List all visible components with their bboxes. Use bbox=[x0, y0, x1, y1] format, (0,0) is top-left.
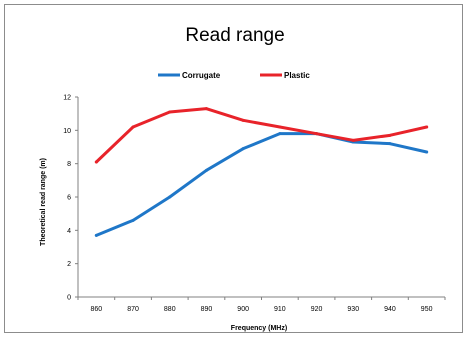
y-tick-label: 6 bbox=[67, 195, 71, 202]
y-tick-label: 8 bbox=[67, 161, 71, 168]
y-axis-label: Theoretical read range (m) bbox=[40, 158, 47, 246]
series-line-corrugate bbox=[94, 132, 429, 237]
data-point-plastic bbox=[131, 125, 135, 129]
y-tick-label: 10 bbox=[63, 128, 71, 135]
line-chart: Read range Corrugate Plastic Theoretical… bbox=[40, 25, 446, 332]
data-point-plastic bbox=[241, 118, 245, 122]
data-point-plastic bbox=[94, 160, 98, 164]
data-point-corrugate bbox=[168, 195, 172, 199]
legend-label-corrugate: Corrugate bbox=[182, 71, 221, 80]
y-tick-label: 4 bbox=[67, 228, 71, 235]
data-point-plastic bbox=[425, 125, 429, 129]
data-point-corrugate bbox=[241, 147, 245, 151]
data-point-corrugate bbox=[278, 132, 282, 136]
data-point-plastic bbox=[351, 138, 355, 142]
legend: Corrugate Plastic bbox=[158, 71, 310, 80]
x-tick-label: 890 bbox=[201, 306, 213, 313]
data-point-corrugate bbox=[204, 168, 208, 172]
data-point-plastic bbox=[204, 107, 208, 111]
data-point-corrugate bbox=[94, 233, 98, 237]
data-point-plastic bbox=[168, 110, 172, 114]
legend-label-plastic: Plastic bbox=[284, 71, 310, 80]
y-tick-label: 2 bbox=[67, 261, 71, 268]
y-tick-label: 0 bbox=[67, 295, 71, 302]
chart-frame: Read range Corrugate Plastic Theoretical… bbox=[4, 4, 463, 333]
x-tick-label: 900 bbox=[237, 306, 249, 313]
data-point-corrugate bbox=[388, 142, 392, 146]
series-corrugate bbox=[94, 132, 429, 237]
y-tick-label: 12 bbox=[63, 95, 71, 102]
data-point-plastic bbox=[388, 133, 392, 137]
x-tick-label: 920 bbox=[311, 306, 323, 313]
data-point-corrugate bbox=[131, 218, 135, 222]
x-tick-label: 860 bbox=[91, 306, 103, 313]
x-axis-label: Frequency (MHz) bbox=[231, 325, 287, 332]
data-point-corrugate bbox=[425, 150, 429, 154]
x-tick-label: 930 bbox=[347, 306, 359, 313]
x-tick-label: 870 bbox=[127, 306, 139, 313]
series-line-plastic bbox=[94, 107, 429, 164]
x-axis-ticks: 860 870 880 890 900 910 920 930 940 950 bbox=[77, 297, 446, 313]
y-axis-ticks: 0 2 4 6 8 10 12 bbox=[63, 95, 78, 302]
x-tick-label: 940 bbox=[384, 306, 396, 313]
series-plastic bbox=[94, 107, 429, 164]
series-lines bbox=[94, 107, 429, 237]
chart-title: Read range bbox=[185, 25, 284, 46]
data-point-plastic bbox=[278, 125, 282, 129]
data-point-plastic bbox=[315, 132, 319, 136]
x-tick-label: 880 bbox=[164, 306, 176, 313]
x-tick-label: 950 bbox=[421, 306, 433, 313]
x-tick-label: 910 bbox=[274, 306, 286, 313]
